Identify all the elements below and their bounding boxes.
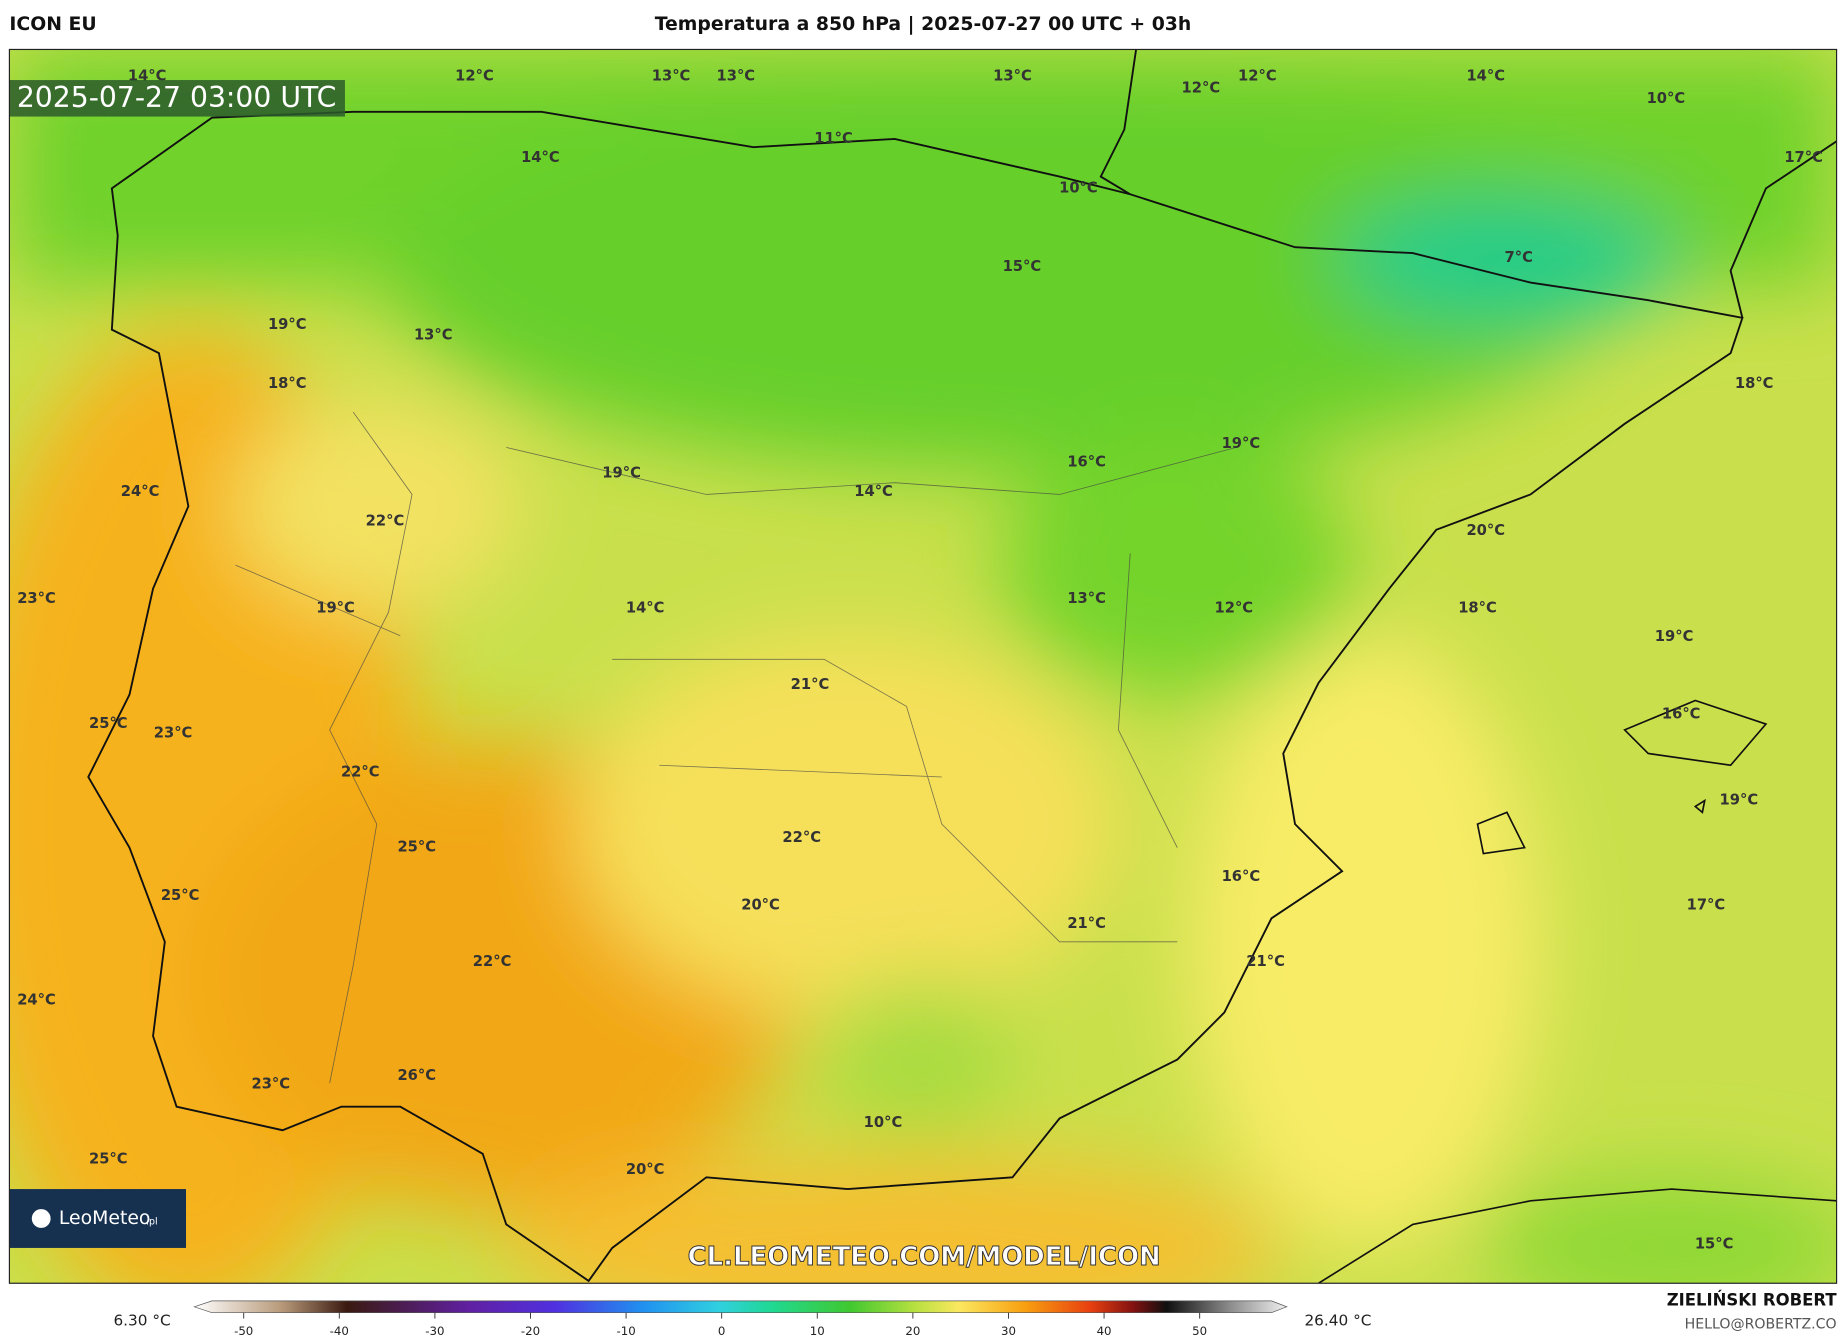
map: 14°C 12°C 13°C 13°C 13°C 12°C 12°C 14°C 10°C 17°C… [9, 49, 1837, 1284]
temperature-label: 17°C [1687, 896, 1726, 913]
temperature-label: 12°C [1215, 600, 1254, 617]
temperature-label: 10°C [1647, 90, 1686, 107]
logo-suffix: .pl [146, 1217, 158, 1228]
colorbar-tick-label: -30 [425, 1324, 444, 1338]
temperature-label: 14°C [521, 149, 560, 166]
temperature-label: 19°C [268, 316, 307, 333]
logo: LeoMeteo [59, 1208, 151, 1229]
temperature-label: 25°C [89, 715, 128, 732]
temperature-label: 16°C [1662, 706, 1701, 723]
temperature-label: 22°C [782, 829, 821, 846]
temperature-label: 13°C [652, 68, 691, 85]
temperature-label: 19°C [602, 464, 641, 481]
temperature-label: 20°C [741, 896, 780, 913]
colorbar-tick-label: 10 [810, 1324, 825, 1338]
colorbar-tick-label: -50 [234, 1324, 253, 1338]
temperature-label: 15°C [1003, 258, 1042, 275]
timestamp: 2025-07-27 03:00 UTC [17, 81, 337, 114]
temperature-label: 14°C [1466, 68, 1505, 85]
temperature-label: 19°C [1222, 435, 1261, 452]
temperature-label: 23°C [17, 590, 56, 607]
temperature-label: 7°C [1505, 249, 1533, 266]
colorbar-max: 26.40 °C [1304, 1311, 1371, 1329]
model-name: ICON EU [9, 14, 96, 35]
temperature-label: 18°C [1735, 375, 1774, 392]
temperature-label: 23°C [154, 724, 193, 741]
colorbar-tick-label: -10 [616, 1324, 635, 1338]
temperature-label: 19°C [1720, 792, 1759, 809]
author: ZIELIŃSKI ROBERT [1667, 1290, 1838, 1309]
colorbar-tick-label: 0 [718, 1324, 726, 1338]
temperature-label: 20°C [626, 1161, 665, 1178]
temperature-label: 23°C [251, 1075, 290, 1092]
temperature-label: 21°C [1246, 953, 1285, 970]
temperature-labels: 14°C 12°C 13°C 13°C 13°C 12°C 12°C 14°C 10°C 17°C… [17, 68, 1823, 1253]
temperature-label: 25°C [161, 887, 200, 904]
temperature-label: 12°C [1238, 68, 1277, 85]
temperature-label: 15°C [1695, 1235, 1734, 1252]
temperature-label: 20°C [1466, 522, 1505, 539]
colorbar-tick-label: 30 [1001, 1324, 1016, 1338]
colorbar-tick-label: 50 [1192, 1324, 1207, 1338]
temperature-label: 22°C [473, 953, 512, 970]
temperature-label: 14°C [854, 483, 893, 500]
temperature-label: 11°C [814, 130, 853, 147]
colorbar-min: 6.30 °C [113, 1311, 170, 1329]
colorbar-ticks: -50 -40 -30 -20 -10 0 10 20 30 40 50 [234, 1312, 1207, 1338]
map-title: Temperatura a 850 hPa | 2025-07-27 00 UT… [655, 14, 1192, 35]
temperature-label: 13°C [993, 68, 1032, 85]
temperature-label: 22°C [366, 513, 405, 530]
temperature-label: 21°C [791, 676, 830, 693]
email: HELLO@ROBERTZ.CO [1685, 1316, 1837, 1332]
temperature-label: 25°C [89, 1151, 128, 1168]
temperature-label: 12°C [455, 68, 494, 85]
temperature-label: 18°C [268, 375, 307, 392]
temperature-label: 13°C [414, 327, 453, 344]
colorbar-tick-label: 40 [1097, 1324, 1112, 1338]
temperature-label: 10°C [864, 1114, 903, 1131]
colorbar-tick-label: 20 [905, 1324, 920, 1338]
colorbar-tick-label: -40 [330, 1324, 349, 1338]
temperature-label: 19°C [1655, 628, 1694, 645]
temperature-label: 12°C [1182, 79, 1221, 96]
temperature-label: 17°C [1784, 149, 1823, 166]
temperature-label: 25°C [397, 839, 436, 856]
temperature-label: 16°C [1067, 454, 1106, 471]
temperature-label: 24°C [121, 483, 160, 500]
temperature-label: 22°C [341, 763, 380, 780]
temperature-label: 19°C [316, 600, 355, 617]
temperature-label: 16°C [1222, 868, 1261, 885]
temperature-label: 18°C [1458, 600, 1497, 617]
watermark: CL.LEOMETEO.COM/MODEL/ICON [688, 1242, 1161, 1272]
temperature-label: 26°C [397, 1067, 436, 1084]
temperature-label: 14°C [626, 600, 665, 617]
temperature-label: 24°C [17, 992, 56, 1009]
temperature-label: 10°C [1059, 179, 1098, 196]
temperature-label: 13°C [1067, 590, 1106, 607]
temperature-label: 21°C [1067, 915, 1106, 932]
colorbar-tick-label: -20 [521, 1324, 540, 1338]
temperature-label: 13°C [717, 68, 756, 85]
